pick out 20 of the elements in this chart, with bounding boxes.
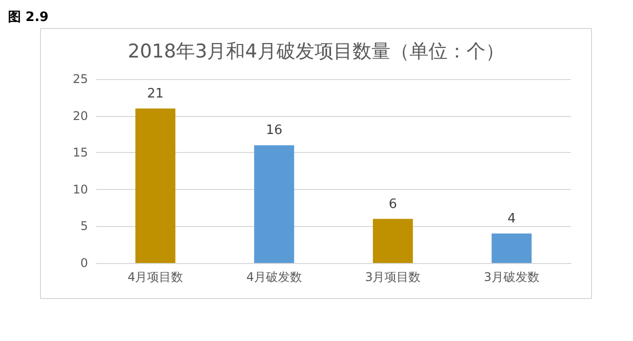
x-tick-label: 3月项目数 xyxy=(365,270,421,284)
data-label: 6 xyxy=(388,196,398,212)
y-tick-label: 5 xyxy=(80,219,88,234)
x-tick-label: 3月破发数 xyxy=(484,270,540,284)
bar xyxy=(492,234,532,263)
data-label: 4 xyxy=(507,212,516,227)
bar xyxy=(372,218,413,263)
y-tick-label: 10 xyxy=(72,182,88,196)
y-tick-label: 0 xyxy=(80,256,88,270)
x-tick-label: 4月项目数 xyxy=(128,270,184,284)
data-label: 16 xyxy=(266,123,282,138)
x-tick-label: 4月破发数 xyxy=(246,270,302,284)
y-tick-label: 15 xyxy=(72,146,88,160)
bar xyxy=(254,145,294,263)
bar xyxy=(135,108,176,263)
chart-title: 2018年3月和4月破发项目数量（单位：个） xyxy=(128,40,504,62)
y-tick-label: 25 xyxy=(72,72,88,86)
data-label: 21 xyxy=(147,86,164,102)
y-tick-label: 20 xyxy=(72,108,88,123)
caption: 图 2.9 xyxy=(8,9,49,26)
